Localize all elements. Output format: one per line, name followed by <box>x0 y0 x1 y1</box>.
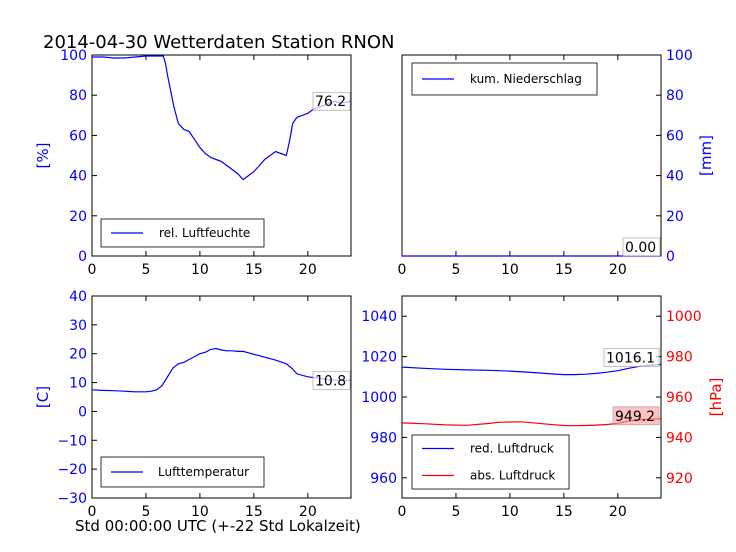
x-tick-label: 5 <box>451 504 460 520</box>
value-label-box <box>622 237 661 257</box>
value-label-box <box>603 348 660 367</box>
x-axis-label: Std 00:00:00 UTC (+-22 Std Lokalzeit) <box>75 517 361 535</box>
figure-title: 2014-04-30 Wetterdaten Station RNON <box>43 32 394 53</box>
x-tick-label: 10 <box>191 262 209 278</box>
y-tick-label: 80 <box>69 88 87 104</box>
y-tick-label: −10 <box>57 433 87 449</box>
y-tick-label: 60 <box>69 128 87 144</box>
plot-frame <box>91 54 352 257</box>
y-tick-label: 1040 <box>361 309 397 325</box>
x-tick-label: 15 <box>555 262 573 278</box>
y-tick-label: 100 <box>666 48 693 64</box>
y-tick-label: 30 <box>69 318 87 334</box>
x-tick-label: 0 <box>88 504 97 520</box>
y-tick-label: 40 <box>666 169 684 185</box>
y-tick-label: −20 <box>57 462 87 478</box>
x-tick-label: 20 <box>299 504 317 520</box>
series-line <box>91 347 351 393</box>
value-label: 10.8 <box>315 373 346 389</box>
legend-label: rel. Luftfeuchte <box>159 226 250 240</box>
series-line <box>401 363 662 376</box>
legend-label: red. Luftdruck <box>470 442 554 456</box>
y2-tick-label: 1000 <box>666 309 702 325</box>
y2-tick-label: 960 <box>666 390 693 406</box>
y-tick-label: 0 <box>78 404 87 420</box>
x-tick-label: 0 <box>398 262 407 278</box>
value-label-box <box>312 91 351 111</box>
x-tick-label: 15 <box>245 504 263 520</box>
x-tick-label: 20 <box>299 262 317 278</box>
value-label-box <box>312 370 351 390</box>
x-tick-label: 15 <box>245 262 263 278</box>
legend-box <box>411 434 570 490</box>
y-tick-label: 10 <box>69 376 87 392</box>
value-label: 1016.1 <box>606 350 655 366</box>
y-tick-label: 40 <box>69 289 87 305</box>
x-tick-label: 0 <box>88 262 97 278</box>
y-tick-label: 1020 <box>361 350 397 366</box>
value-label: 76.2 <box>315 94 346 110</box>
x-tick-label: 5 <box>141 504 150 520</box>
x-tick-label: 5 <box>141 262 150 278</box>
y2-axis-label: [hPa] <box>707 378 725 417</box>
y-tick-label: 40 <box>69 169 87 185</box>
legend-label: kum. Niederschlag <box>470 72 582 86</box>
y-tick-label: 20 <box>69 209 87 225</box>
legend-label: abs. Luftdruck <box>470 469 555 483</box>
y-tick-label: 80 <box>666 88 684 104</box>
y-axis-label: [C] <box>34 386 52 408</box>
y-tick-label: −30 <box>57 491 87 507</box>
x-tick-label: 15 <box>555 504 573 520</box>
y2-tick-label: 940 <box>666 430 693 446</box>
y2-tick-label: 980 <box>666 350 693 366</box>
y-tick-label: 1000 <box>361 390 397 406</box>
x-tick-label: 20 <box>609 504 627 520</box>
y-tick-label: 980 <box>370 430 397 446</box>
y-tick-label: 100 <box>60 48 87 64</box>
series-line <box>92 55 352 181</box>
x-tick-label: 5 <box>451 262 460 278</box>
y-axis-label: [%] <box>34 143 52 169</box>
value-label: 0.00 <box>625 240 656 256</box>
y-tick-label: 0 <box>78 249 87 265</box>
y-tick-label: 960 <box>370 471 397 487</box>
x-tick-label: 10 <box>191 504 209 520</box>
y2-tick-label: 920 <box>666 471 693 487</box>
value-label-box <box>612 406 660 426</box>
value-label: 949.2 <box>615 409 655 425</box>
plot-frame <box>91 295 352 499</box>
x-tick-label: 0 <box>398 504 407 520</box>
y-tick-label: 20 <box>666 209 684 225</box>
y-tick-label: 0 <box>666 249 675 265</box>
x-tick-label: 10 <box>501 262 519 278</box>
y-tick-label: 60 <box>666 128 684 144</box>
x-tick-label: 10 <box>501 504 519 520</box>
y-tick-label: 20 <box>69 347 87 363</box>
legend-label: Lufttemperatur <box>158 465 249 479</box>
x-tick-label: 20 <box>609 262 627 278</box>
y-axis-label: [mm] <box>697 135 715 176</box>
